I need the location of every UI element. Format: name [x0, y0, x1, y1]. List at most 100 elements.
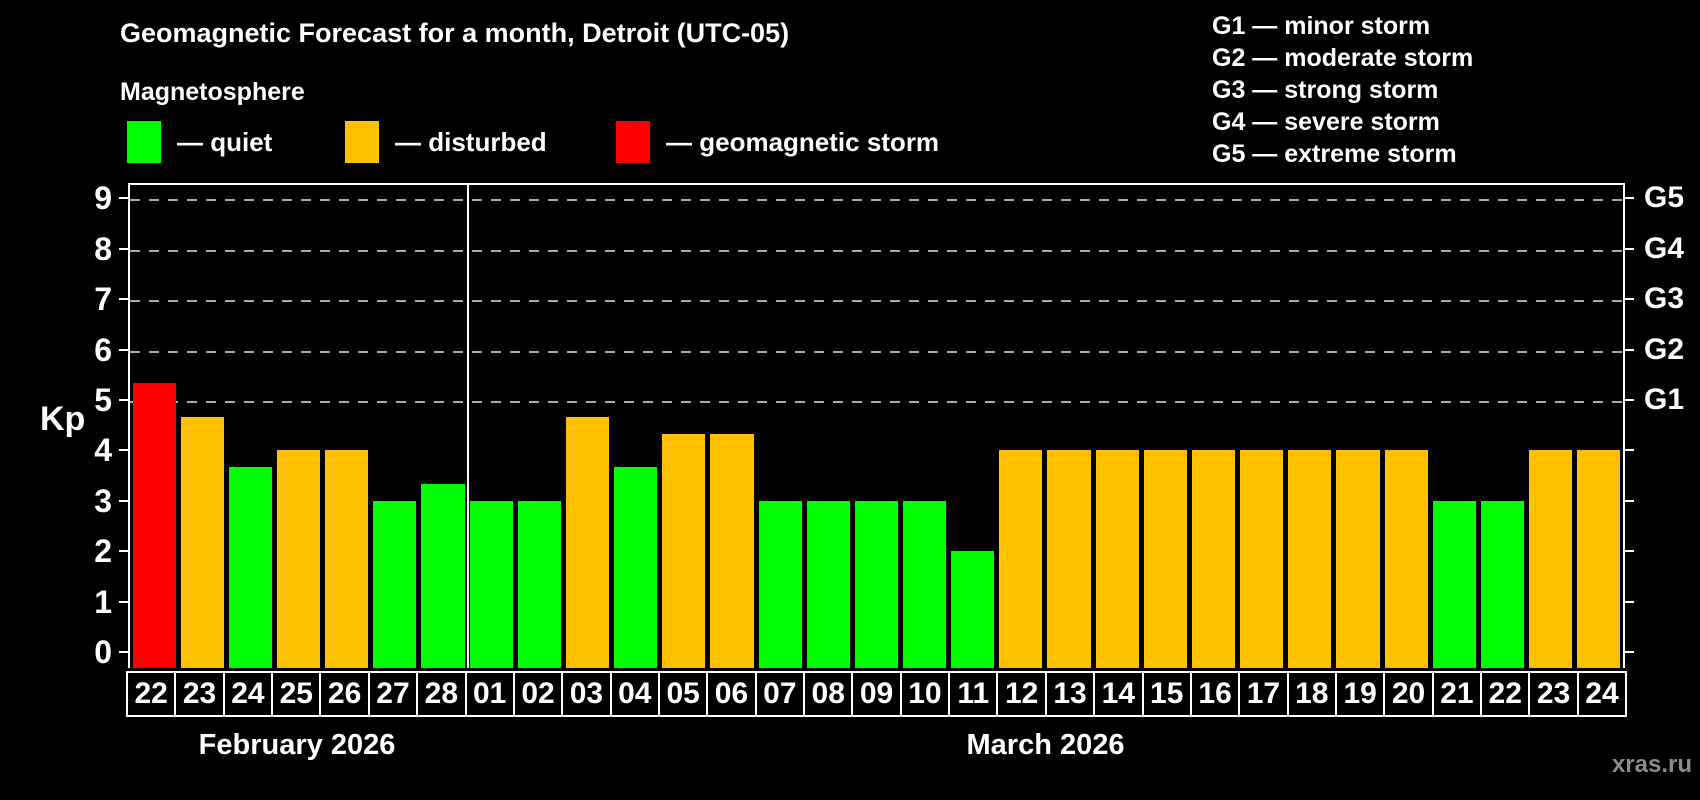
- kp-bar-18: [1288, 450, 1332, 668]
- day-label-24: 24: [224, 671, 274, 717]
- kp-axis-label: Kp: [40, 400, 86, 438]
- y-tick-right-0: [1625, 651, 1634, 653]
- day-label-07: 07: [756, 671, 806, 717]
- g-scale-label-g2: G2: [1644, 332, 1685, 366]
- day-label-06: 06: [708, 671, 757, 717]
- storm-scale-line-g2: G2 — moderate storm: [1212, 44, 1474, 72]
- kp-bar-15: [1143, 450, 1187, 668]
- y-tick-left-8: [119, 247, 128, 250]
- y-tick-right-4: [1625, 449, 1634, 452]
- kp-bar-04: [614, 467, 658, 668]
- bar-slot: [1527, 185, 1575, 668]
- bar-slot: [1286, 185, 1334, 668]
- y-tick-left-6: [119, 348, 128, 351]
- y-tick-label-2: 2: [94, 533, 112, 570]
- kp-bar-19: [1336, 450, 1380, 668]
- bar-slot: [274, 185, 322, 668]
- day-label-01: 01: [466, 671, 515, 717]
- y-tick-label-5: 5: [94, 382, 112, 418]
- bar-slot: [1382, 185, 1430, 668]
- y-tick-label-4: 4: [94, 432, 112, 469]
- day-label-26: 26: [321, 671, 370, 717]
- kp-bar-01: [469, 500, 513, 668]
- day-label-24: 24: [1578, 671, 1628, 717]
- bar-slot: [178, 185, 226, 668]
- bar-slot: [130, 185, 178, 668]
- y-tick-right-8: [1625, 247, 1634, 250]
- bar-slot: [563, 185, 611, 668]
- kp-bar-12: [999, 450, 1043, 668]
- legend-label-storm: — geomagnetic storm: [666, 126, 940, 157]
- bar-slot: [997, 185, 1045, 668]
- day-label-05: 05: [659, 671, 709, 717]
- y-tick-left-1: [119, 600, 128, 603]
- day-label-22: 22: [126, 671, 177, 717]
- y-tick-left-0: [119, 651, 128, 653]
- g-scale-label-g3: G3: [1644, 282, 1685, 316]
- day-label-15: 15: [1143, 671, 1192, 717]
- kp-bar-10: [903, 500, 947, 668]
- storm-color-swatch: [616, 121, 650, 163]
- bar-slot: [804, 185, 852, 668]
- disturbed-color-swatch: [345, 121, 379, 163]
- day-label-23: 23: [176, 671, 225, 717]
- y-tick-left-7: [119, 298, 128, 301]
- kp-bar-24: [228, 467, 272, 668]
- y-tick-left-2: [119, 550, 128, 553]
- kp-bar-25: [276, 450, 321, 668]
- day-label-25: 25: [273, 671, 322, 717]
- y-tick-label-6: 6: [94, 331, 112, 368]
- g-scale-label-g4: G4: [1644, 231, 1685, 265]
- day-label-19: 19: [1336, 671, 1386, 717]
- g-scale-label-g1: G1: [1644, 383, 1685, 416]
- kp-bar-27: [373, 500, 417, 668]
- day-label-04: 04: [611, 671, 660, 717]
- y-tick-right-1: [1625, 600, 1634, 603]
- y-tick-label-1: 1: [94, 583, 112, 620]
- kp-bar-07: [758, 500, 802, 668]
- kp-bar-13: [1047, 450, 1091, 668]
- y-tick-label-3: 3: [94, 482, 112, 519]
- legend-label-disturbed: — disturbed: [395, 126, 547, 157]
- kp-bar-23: [1529, 450, 1573, 668]
- storm-scale-line-g4: G4 — severe storm: [1212, 108, 1440, 136]
- day-label-20: 20: [1385, 671, 1434, 717]
- day-label-10: 10: [901, 671, 951, 717]
- legend-item-disturbed: — disturbed: [345, 120, 547, 164]
- bar-slot: [1478, 185, 1526, 668]
- legend-label-quiet: — quiet: [177, 126, 273, 157]
- y-tick-right-5: [1625, 399, 1634, 401]
- kp-bar-08: [806, 500, 850, 668]
- bar-slot: [371, 185, 419, 668]
- y-tick-right-3: [1625, 499, 1634, 502]
- kp-bar-20: [1384, 450, 1428, 668]
- gridline-kp7: [130, 300, 1623, 303]
- y-tick-right-6: [1625, 348, 1634, 351]
- kp-bar-02: [517, 500, 561, 668]
- gridline-kp6: [130, 350, 1623, 353]
- kp-bar-05: [662, 433, 706, 668]
- y-tick-label-9: 9: [94, 180, 112, 217]
- day-label-16: 16: [1191, 671, 1241, 717]
- bar-slot: [852, 185, 900, 668]
- y-tick-label-7: 7: [94, 281, 112, 318]
- plot-area: [128, 183, 1625, 668]
- day-label-17: 17: [1240, 671, 1289, 717]
- kp-bar-23: [180, 416, 224, 668]
- y-tick-left-4: [119, 449, 128, 452]
- kp-bar-14: [1095, 450, 1139, 668]
- kp-bar-16: [1191, 450, 1236, 668]
- y-tick-right-7: [1625, 298, 1634, 301]
- kp-bar-28: [421, 484, 465, 668]
- day-label-02: 02: [514, 671, 564, 717]
- bar-slot: [323, 185, 371, 668]
- legend-item-storm: — geomagnetic storm: [616, 120, 939, 164]
- kp-bar-06: [710, 433, 754, 668]
- day-label-08: 08: [805, 671, 854, 717]
- bar-slot: [419, 185, 467, 668]
- kp-bar-17: [1240, 450, 1284, 668]
- bar-slot: [1141, 185, 1189, 668]
- bar-slot: [467, 185, 515, 668]
- day-label-22: 22: [1482, 671, 1531, 717]
- bar-slot: [1575, 185, 1623, 668]
